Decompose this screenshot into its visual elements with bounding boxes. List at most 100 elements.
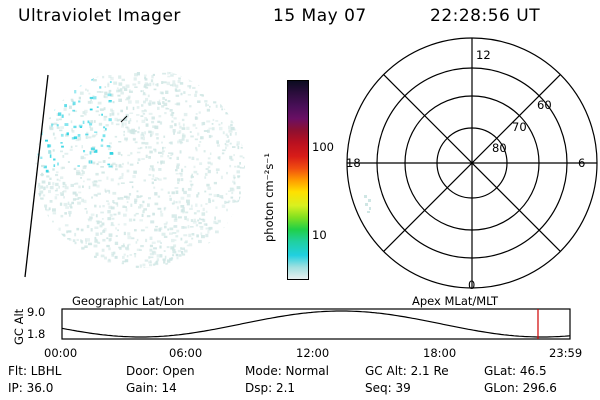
aurora-pixel <box>106 145 111 148</box>
aurora-pixel <box>78 100 81 103</box>
aurora-pixel <box>60 116 63 119</box>
aurora-pixel <box>177 249 182 253</box>
aurora-pixel <box>149 82 152 87</box>
aurora-pixel <box>80 228 84 232</box>
aurora-pixel <box>92 95 95 97</box>
aurora-pixel <box>96 106 99 108</box>
aurora-pixel <box>170 113 174 117</box>
aurora-pixel <box>75 182 79 185</box>
aurora-pixel <box>89 159 92 164</box>
aurora-pixel <box>115 163 118 168</box>
aurora-pixel <box>52 132 55 136</box>
aurora-pixel <box>171 120 174 123</box>
aurora-pixel <box>67 201 70 205</box>
aurora-pixel <box>126 97 131 100</box>
aurora-pixel <box>101 113 103 116</box>
aurora-pixel <box>169 232 173 235</box>
aurora-pixel <box>190 226 194 228</box>
aurora-pixel <box>88 242 92 245</box>
aurora-pixel <box>52 149 55 152</box>
aurora-pixel <box>151 101 156 105</box>
aurora-pixel <box>85 135 88 139</box>
aurora-pixel <box>141 110 145 113</box>
aurora-pixel <box>70 120 73 124</box>
aurora-pixel <box>53 122 58 126</box>
aurora-pixel <box>201 122 204 126</box>
aurora-pixel <box>123 231 126 236</box>
aurora-pixel <box>181 251 184 254</box>
aurora-pixel <box>153 148 157 151</box>
aurora-pixel <box>161 81 164 84</box>
aurora-pixel <box>153 186 156 189</box>
aurora-pixel <box>89 216 93 219</box>
aurora-pixel <box>122 255 125 259</box>
aurora-pixel <box>239 166 242 169</box>
aurora-pixel <box>136 248 141 251</box>
aurora-pixel <box>101 171 105 174</box>
aurora-pixel <box>40 185 44 189</box>
aurora-pixel <box>64 104 67 108</box>
aurora-pixel <box>206 120 211 123</box>
aurora-pixel <box>58 112 62 116</box>
aurora-pixel <box>132 131 136 135</box>
lat-label-60: 60 <box>537 98 552 112</box>
aurora-pixel <box>80 155 85 159</box>
aurora-pixel <box>176 229 180 233</box>
aurora-pixel <box>146 215 151 218</box>
aurora-pixel <box>192 123 196 127</box>
aurora-pixel <box>173 117 177 120</box>
aurora-pixel <box>90 101 93 104</box>
aurora-pixel <box>62 166 65 169</box>
aurora-pixel <box>45 169 49 173</box>
aurora-pixel <box>165 107 168 110</box>
aurora-pixel <box>171 152 174 155</box>
aurora-pixel <box>196 158 199 161</box>
aurora-pixel <box>91 196 93 199</box>
aurora-pixel <box>139 249 142 251</box>
aurora-pixel <box>220 104 223 108</box>
aurora-pixel <box>50 122 54 125</box>
aurora-pixel <box>134 198 138 202</box>
aurora-pixel <box>48 150 52 154</box>
aurora-pixel <box>106 200 109 202</box>
aurora-pixel <box>70 98 74 101</box>
aurora-pixel <box>72 239 76 243</box>
aurora-pixel <box>237 145 240 150</box>
aurora-pixel <box>142 200 145 204</box>
aurora-pixel <box>146 83 150 87</box>
aurora-pixel <box>167 228 169 231</box>
aurora-pixel <box>149 236 153 240</box>
time-label: 22:28:56 UT <box>430 6 541 26</box>
aurora-pixel <box>190 184 193 188</box>
aurora-pixel <box>48 207 51 211</box>
aurora-pixel <box>142 210 145 214</box>
aurora-pixel <box>196 234 199 238</box>
aurora-pixel <box>111 217 115 220</box>
aurora-pixel <box>83 199 87 204</box>
aurora-pixel <box>151 116 155 120</box>
aurora-pixel <box>122 260 126 263</box>
aurora-pixel <box>107 202 110 206</box>
aurora-pixel <box>172 250 177 254</box>
aurora-pixel <box>137 196 142 198</box>
aurora-pixel <box>54 136 57 140</box>
aurora-pixel <box>163 135 166 138</box>
info-seq: Seq: 39 <box>365 381 411 395</box>
aurora-pixel <box>114 117 118 122</box>
aurora-pixel <box>176 156 179 160</box>
aurora-pixel <box>136 195 139 199</box>
aurora-pixel <box>197 100 201 103</box>
aurora-pixel <box>221 108 224 111</box>
aurora-pixel <box>174 187 179 189</box>
aurora-pixel <box>219 126 223 131</box>
aurora-pixel <box>151 178 154 180</box>
aurora-pixel <box>81 145 83 149</box>
aurora-pixel <box>183 190 187 195</box>
aurora-pixel <box>144 78 148 81</box>
aurora-pixel <box>195 113 198 115</box>
aurora-pixel <box>208 127 212 130</box>
aurora-pixel <box>157 207 162 210</box>
aurora-pixel <box>153 88 157 91</box>
aurora-pixel <box>94 226 99 229</box>
aurora-pixel <box>194 93 197 97</box>
